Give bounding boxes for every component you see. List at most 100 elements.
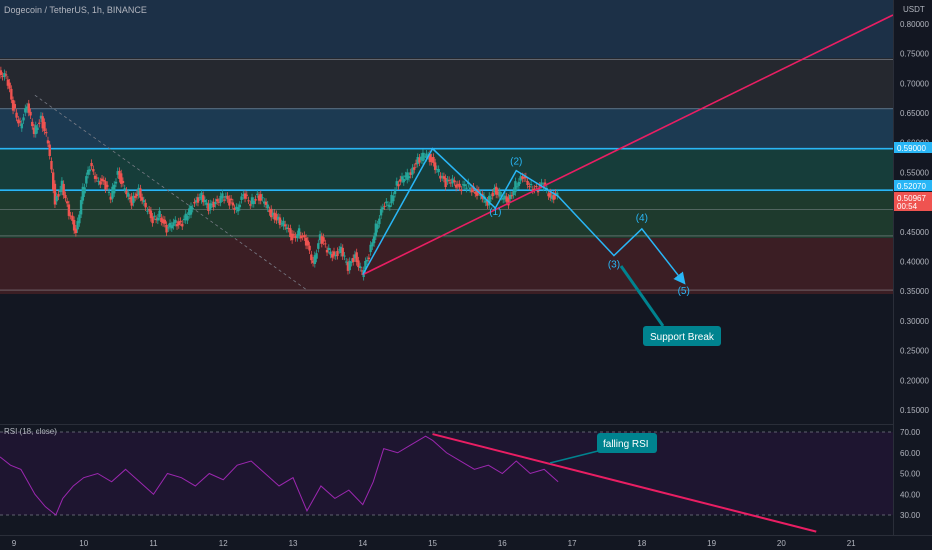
candle-body (343, 255, 346, 257)
candle-body (168, 222, 172, 228)
zone-backgrounds (0, 0, 893, 294)
price-tick-label: 0.65000 (900, 109, 929, 118)
candle-body (437, 168, 440, 173)
candle-body (439, 175, 442, 179)
falling-rsi-callout[interactable]: falling RSI (549, 433, 657, 464)
candle-body (336, 250, 339, 256)
candle-body (498, 191, 501, 197)
candle-body (31, 121, 34, 127)
candle-body (201, 195, 205, 203)
time-tick-label: 12 (219, 539, 228, 548)
candle-body (32, 127, 36, 134)
candle-body (243, 193, 247, 199)
candle-body (461, 184, 465, 186)
candle-body (376, 224, 379, 229)
price-tick-label: 0.80000 (900, 20, 929, 29)
candle-body (46, 140, 50, 144)
candle-body (29, 111, 32, 116)
candle-body (121, 180, 125, 184)
svg-text:0.50967: 0.50967 (897, 194, 926, 203)
candle-body (186, 215, 189, 221)
candle-body (135, 193, 139, 197)
candle-body (365, 259, 369, 262)
candle-body (263, 201, 266, 204)
candle-body (501, 197, 505, 200)
candle-body (475, 188, 479, 196)
candle-body (400, 176, 404, 180)
candle-body (423, 156, 426, 158)
candle-body (355, 252, 358, 263)
candle-body (240, 196, 243, 200)
candle-body (231, 202, 235, 206)
candle-body (139, 188, 142, 198)
candle-body (188, 208, 191, 216)
candle-body (508, 194, 512, 199)
candle-body (123, 188, 126, 190)
candle-body (341, 247, 344, 257)
candle-body (386, 204, 390, 206)
diagonal-support-line (34, 94, 308, 291)
candle-body (18, 121, 22, 123)
wave-label-4: (4) (636, 213, 648, 224)
candle-body (208, 203, 212, 211)
candle-body (440, 176, 444, 178)
candle-body (238, 204, 242, 208)
candle-body (338, 249, 341, 251)
candle-body (222, 199, 226, 201)
rsi-line (0, 435, 559, 516)
candle-body (318, 234, 322, 241)
candle-body (99, 181, 102, 185)
time-axis: 9 10 11 12 13 14 15 16 17 18 19 20 21 (0, 535, 932, 548)
price-tick-label: 0.75000 (900, 50, 929, 59)
candle-body (146, 210, 149, 212)
candle-body (488, 195, 491, 206)
candle-body (428, 154, 432, 163)
candle-body (207, 203, 210, 211)
candle-body (517, 181, 521, 186)
candle-body (320, 236, 323, 244)
candle-body (184, 213, 187, 221)
currency-label: USDT (903, 5, 925, 14)
candle-body (358, 266, 362, 269)
support-break-callout[interactable]: Support Break (619, 265, 721, 346)
candle-body (78, 214, 81, 224)
candle-body (198, 197, 201, 199)
candle-body (8, 82, 11, 89)
time-tick-label: 13 (289, 539, 298, 548)
candle-body (550, 195, 554, 199)
candle-body (465, 187, 468, 189)
candle-body (20, 123, 24, 129)
candle-body (175, 224, 179, 227)
price-tick-label: 0.45000 (900, 228, 929, 237)
candle-body (11, 100, 15, 111)
candle-body (317, 243, 320, 249)
candle-body (17, 119, 20, 124)
candle-body (83, 187, 86, 194)
price-tick-label: 0.15000 (900, 406, 929, 415)
candle-body (126, 192, 130, 197)
candle-body (259, 194, 262, 201)
candle-body (432, 156, 435, 163)
candle-body (76, 221, 79, 230)
candle-body (41, 116, 44, 129)
candle-body (348, 260, 351, 271)
candle-body (249, 204, 252, 206)
candle-body (195, 200, 198, 203)
wave-label-1: (1) (489, 207, 501, 218)
candle-body (425, 153, 428, 159)
candle-body (460, 189, 463, 192)
candle-body (268, 210, 271, 213)
candle-body (149, 210, 153, 219)
candle-body (294, 235, 297, 239)
time-tick-label: 15 (428, 539, 437, 548)
candle-body (552, 194, 555, 200)
candle-body (353, 254, 357, 259)
candle-body (556, 192, 559, 196)
candle-body (215, 199, 219, 202)
candle-body (505, 196, 508, 202)
candle-body (163, 219, 167, 224)
candle-body (51, 172, 55, 190)
candle-body (292, 234, 296, 236)
candle-body (153, 215, 156, 217)
candle-body (79, 200, 83, 215)
